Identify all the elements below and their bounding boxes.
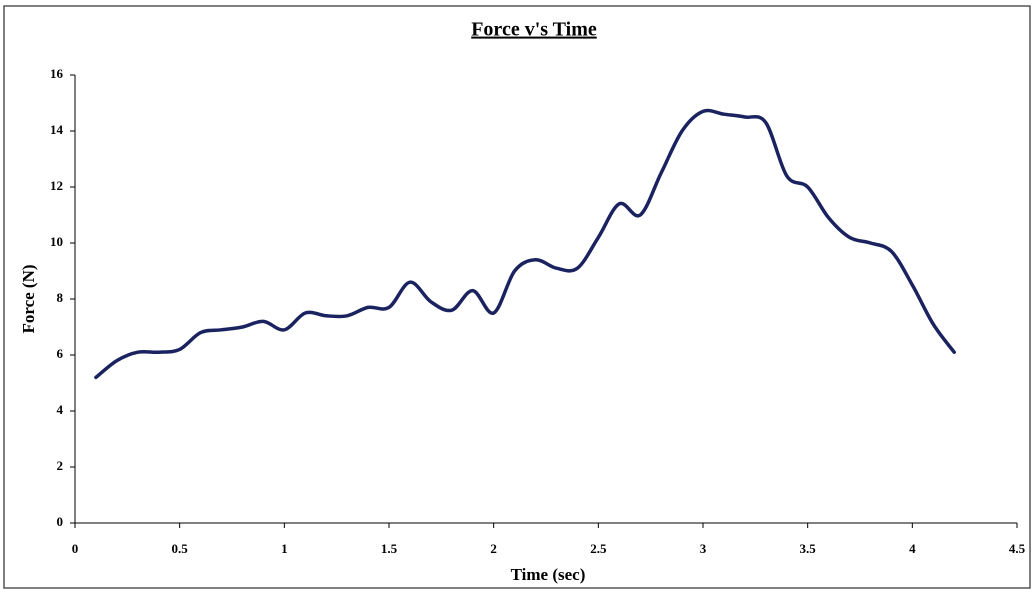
x-tick-label: 3 xyxy=(700,541,707,556)
x-tick-label: 0 xyxy=(72,541,79,556)
y-axis-title: Force (N) xyxy=(19,264,38,333)
x-tick-label: 2 xyxy=(490,541,497,556)
chart-title: Force v's Time xyxy=(471,19,597,41)
y-tick-label: 16 xyxy=(50,66,64,81)
x-tick-label: 1.5 xyxy=(381,541,398,556)
y-tick-label: 10 xyxy=(50,234,63,249)
y-tick-label: 2 xyxy=(57,458,64,473)
y-tick-label: 0 xyxy=(57,514,64,529)
y-tick-label: 14 xyxy=(50,122,64,137)
chart-frame xyxy=(3,5,1031,589)
data-line xyxy=(94,108,956,380)
x-tick-label: 2.5 xyxy=(590,541,607,556)
y-tick-label: 4 xyxy=(57,402,64,417)
x-tick-label: 3.5 xyxy=(800,541,817,556)
x-tick-label: 4.5 xyxy=(1009,541,1026,556)
x-tick-label: 0.5 xyxy=(172,541,189,556)
y-tick-label: 6 xyxy=(57,346,64,361)
x-tick-label: 1 xyxy=(281,541,288,556)
y-tick-label: 8 xyxy=(57,290,64,305)
y-tick-label: 12 xyxy=(50,178,63,193)
x-axis-title: Time (sec) xyxy=(511,565,586,584)
x-tick-label: 4 xyxy=(909,541,916,556)
